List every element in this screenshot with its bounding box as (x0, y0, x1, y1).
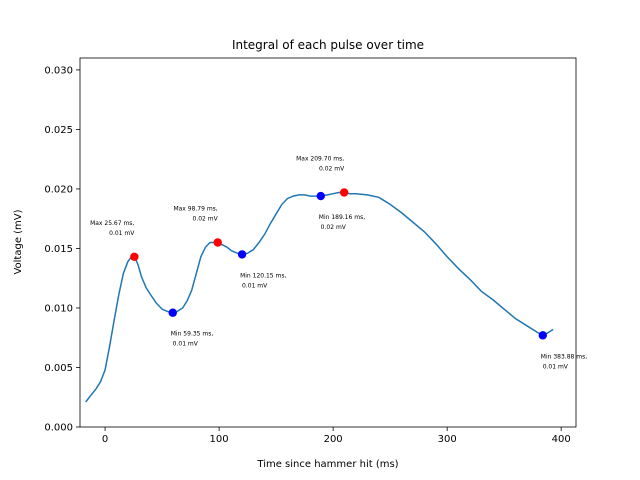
max-annotation: Max 98.79 ms, 0.02 mV (173, 206, 218, 223)
y-axis-label: Voltage (mV) (13, 209, 24, 274)
max-marker (213, 238, 222, 247)
max-annotation: Max 209.70 ms, 0.02 mV (296, 156, 345, 173)
x-tick-label: 0 (102, 434, 108, 445)
y-tick-label: 0.000 (44, 423, 73, 434)
min-annotation: Min 383.88 ms, 0.01 mV (541, 353, 587, 370)
y-tick-label: 0.005 (44, 363, 73, 374)
max-marker (130, 252, 139, 261)
extrema-markers (130, 188, 547, 340)
x-tick-label: 200 (324, 434, 343, 445)
x-axis: 0 100 200 300 400 (102, 427, 571, 445)
extrema-annotations: Max 25.67 ms, 0.01 mV Min 59.35 ms, 0.01 … (90, 156, 587, 371)
y-tick-label: 0.025 (44, 125, 73, 136)
min-annotation: Min 120.15 ms, 0.01 mV (240, 272, 286, 289)
chart-title: Integral of each pulse over time (232, 38, 424, 52)
x-axis-label: Time since hammer hit (ms) (256, 459, 398, 470)
series-line (85, 191, 554, 403)
min-annotation: Min 189.16 ms, 0.02 mV (319, 214, 365, 231)
min-marker (237, 250, 247, 259)
x-tick-label: 300 (438, 434, 457, 445)
y-tick-label: 0.030 (44, 65, 73, 76)
y-axis: 0.000 0.005 0.010 0.015 0.020 0.025 0.030 (44, 65, 80, 434)
x-tick-label: 400 (552, 434, 571, 445)
y-tick-label: 0.020 (44, 184, 73, 195)
min-annotation: Min 59.35 ms, 0.01 mV (171, 331, 214, 348)
y-tick-label: 0.010 (44, 303, 73, 314)
min-marker (316, 191, 325, 201)
plot-frame (79, 57, 577, 428)
y-tick-label: 0.015 (44, 244, 73, 255)
min-marker (168, 308, 177, 317)
x-tick-label: 100 (210, 434, 229, 445)
min-marker (538, 331, 547, 340)
max-annotation: Max 25.67 ms, 0.01 mV (90, 220, 135, 237)
plot-area: 0 100 200 300 400 0.0000.0050.0100.0150.0200… (44, 57, 587, 445)
max-marker (339, 188, 349, 197)
